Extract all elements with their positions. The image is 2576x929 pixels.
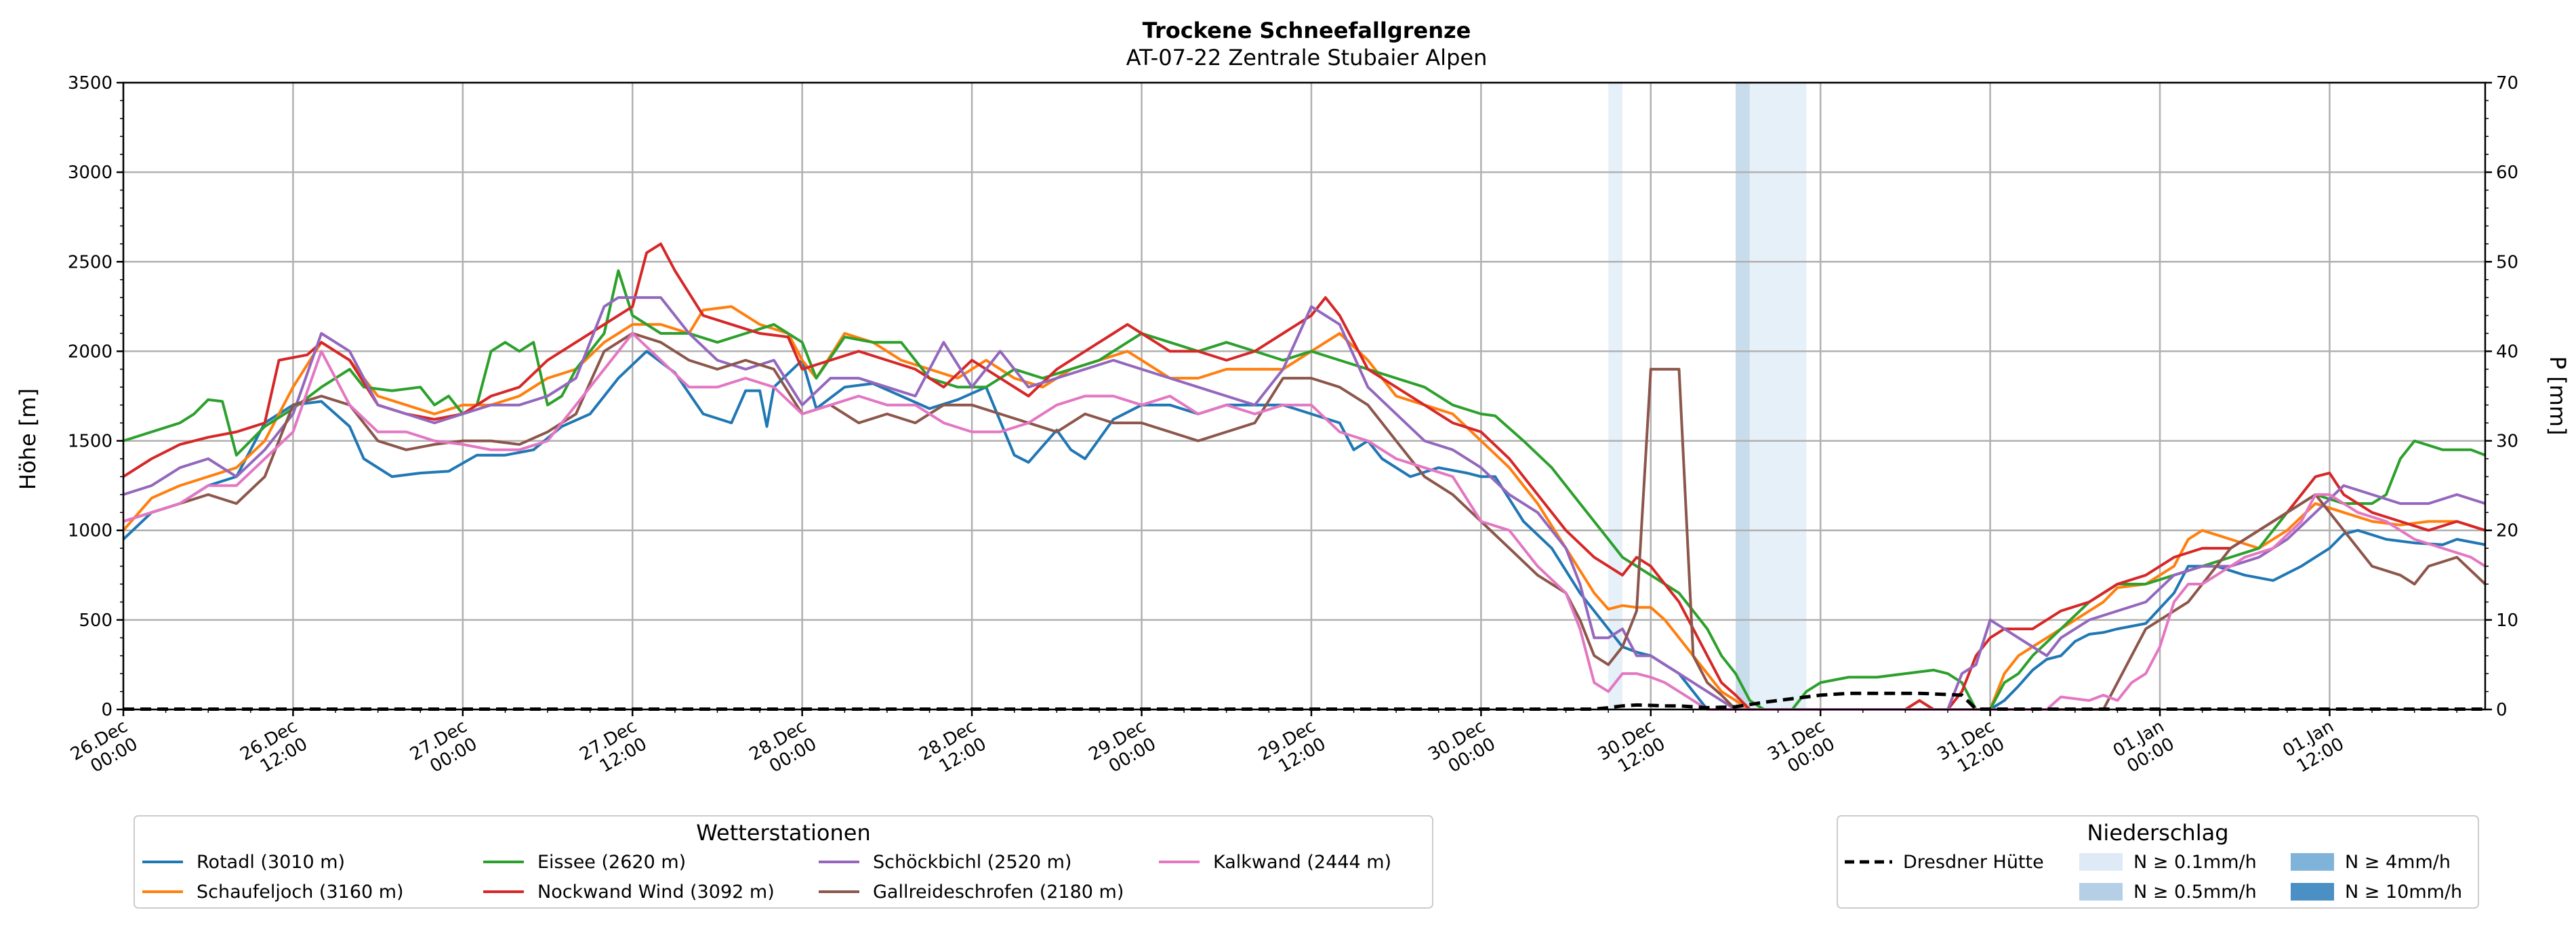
legend-label: Eissee (2620 m): [537, 852, 686, 873]
legend-precip-label: N ≥ 10mm/h: [2345, 882, 2462, 903]
legend-precip-swatch: [2291, 883, 2334, 901]
plot-frame: [122, 81, 2487, 711]
legend-stations-frame: [134, 815, 1433, 909]
series-lines: [122, 242, 2487, 711]
series-line: [122, 242, 2486, 711]
legend-label: Schaufeljoch (3160 m): [197, 882, 404, 903]
series-line: [123, 332, 2487, 711]
precip-band: [1735, 83, 1750, 709]
y2-tick-label: 60: [2496, 163, 2518, 183]
y2-tick-label: 70: [2496, 73, 2518, 94]
axes: 0 500 1000 1500 2000 2500 3000 3500 0 10 20 30 40 50 6…: [67, 73, 2518, 777]
legend-label: Nockwand Wind (3092 m): [537, 882, 775, 903]
legend-precip-label: N ≥ 0.1mm/h: [2133, 852, 2257, 873]
precip-band: [1749, 83, 1807, 709]
series-line: [123, 332, 2487, 711]
y-tick-label: 1000: [68, 521, 113, 541]
chart-title: Trockene Schneefallgrenze: [1143, 18, 1471, 43]
station-line: [123, 691, 2485, 711]
y2-axis-label: P [mm]: [2545, 356, 2571, 436]
legend-precip-swatch: [2291, 853, 2334, 871]
legend-precip-swatch: [2079, 853, 2123, 871]
y-tick-label: 3500: [68, 73, 113, 94]
gridlines: [122, 81, 2485, 711]
legend-station-label: Dresdner Hütte: [1903, 852, 2044, 873]
legend-precip: Niederschlag Dresdner Hütte N ≥ 0.1mm/h N…: [1837, 815, 2479, 909]
legend-precip-label: N ≥ 4mm/h: [2345, 852, 2451, 873]
y2-tick-label: 10: [2496, 611, 2518, 631]
y-axis-label: Höhe [m]: [15, 388, 41, 490]
legend-label: Rotadl (3010 m): [197, 852, 345, 873]
precip-band: [1608, 83, 1623, 709]
y-tick-label: 500: [79, 611, 113, 631]
y2-tick-label: 40: [2496, 342, 2518, 362]
y-tick-label: 3000: [68, 163, 113, 183]
y2-tick-label: 50: [2496, 252, 2518, 272]
legend-stations: Wetterstationen Rotadl (3010 m) Schaufelj…: [134, 815, 1433, 909]
y2-tick-label: 20: [2496, 521, 2518, 541]
series-line: [123, 269, 2486, 711]
legend-label: Schöckbichl (2520 m): [873, 852, 1071, 873]
y-tick-label: 0: [101, 700, 113, 720]
legend-precip-swatch: [2079, 883, 2123, 901]
series-line: [122, 305, 2486, 711]
legend-stations-title: Wetterstationen: [696, 820, 870, 846]
legend-precip-title: Niederschlag: [2087, 820, 2228, 846]
series-line: [122, 350, 2486, 711]
legend-precip-label: N ≥ 0.5mm/h: [2133, 882, 2257, 903]
legend-label: Gallreideschrofen (2180 m): [873, 882, 1124, 903]
legend-label: Kalkwand (2444 m): [1213, 852, 1391, 873]
y-tick-label: 1500: [68, 432, 113, 452]
y2-tick-label: 30: [2496, 432, 2518, 452]
y2-tick-label: 0: [2496, 700, 2508, 720]
series-line: [123, 296, 2486, 711]
y-tick-label: 2000: [68, 342, 113, 362]
chart-subtitle: AT-07-22 Zentrale Stubaier Alpen: [1126, 45, 1488, 70]
y-tick-label: 2500: [68, 252, 113, 272]
precip-bands: [1608, 83, 1807, 709]
